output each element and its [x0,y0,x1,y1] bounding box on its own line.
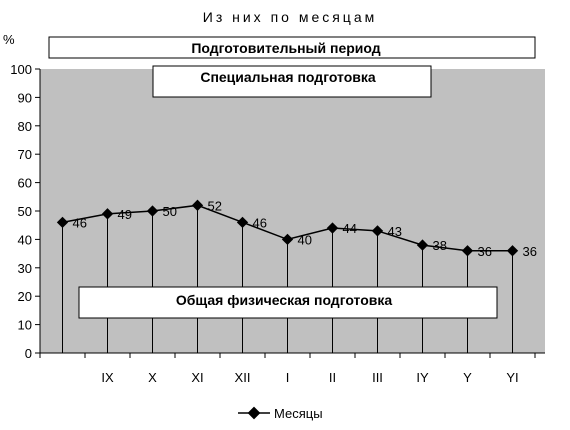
data-point [506,245,519,257]
data-label: 44 [343,221,357,236]
data-label: 43 [388,224,402,239]
data-point [146,205,159,217]
y-tick-label: 70 [18,147,32,162]
general-training-box [78,286,498,319]
top-period-box [48,36,536,59]
y-ticks: 0 10 20 30 40 50 60 70 80 90 100 [10,62,40,361]
y-tick-label: 40 [18,232,32,247]
y-tick-label: 60 [18,176,32,191]
x-ticks: IX X XI XII I II III IY Y YI [39,353,536,385]
data-point [416,239,429,251]
data-point [326,222,339,234]
data-point [236,216,249,229]
data-label: 46 [253,215,267,230]
x-tick-label: Y [463,370,472,385]
data-label: 50 [163,204,177,219]
data-label: 38 [433,238,447,253]
chart-title: Из них по месяцам [203,9,378,25]
legend-label: Месяцы [274,406,323,421]
y-tick-label: 0 [25,346,32,361]
data-label: 49 [118,207,132,222]
y-tick-label: 100 [10,62,32,77]
y-tick-label: 50 [18,204,32,219]
data-label: 52 [208,198,222,213]
data-point [371,225,384,237]
data-point [281,233,294,246]
series-layer: 46 49 50 52 46 40 44 43 38 36 36 [56,198,537,259]
x-tick-label: II [329,370,336,385]
x-tick-label: XII [235,370,251,385]
data-label: 46 [73,215,87,230]
legend-marker [247,406,261,420]
x-tick-label: IY [416,370,429,385]
y-tick-label: 90 [18,90,32,105]
y-tick-label: 80 [18,119,32,134]
data-label: 36 [478,244,492,259]
y-tick-label: 20 [18,289,32,304]
general-training-label: Общая физическая подготовка [176,292,393,308]
x-tick-label: XI [191,370,203,385]
special-training-label: Специальная подготовка [200,69,376,85]
y-tick-label: 30 [18,261,32,276]
x-tick-label: YI [506,370,518,385]
data-point [461,245,474,257]
y-axis-unit: % [3,32,15,47]
x-tick-label: X [148,370,157,385]
special-training-box [152,65,432,98]
x-tick-label: I [286,370,290,385]
data-label: 36 [523,244,537,259]
y-tick-label: 10 [18,318,32,333]
data-point [191,199,204,211]
x-tick-label: III [372,370,383,385]
top-period-label: Подготовительный период [191,40,380,56]
legend: Месяцы [238,406,323,421]
x-tick-label: IX [101,370,114,385]
data-label: 40 [298,232,312,247]
